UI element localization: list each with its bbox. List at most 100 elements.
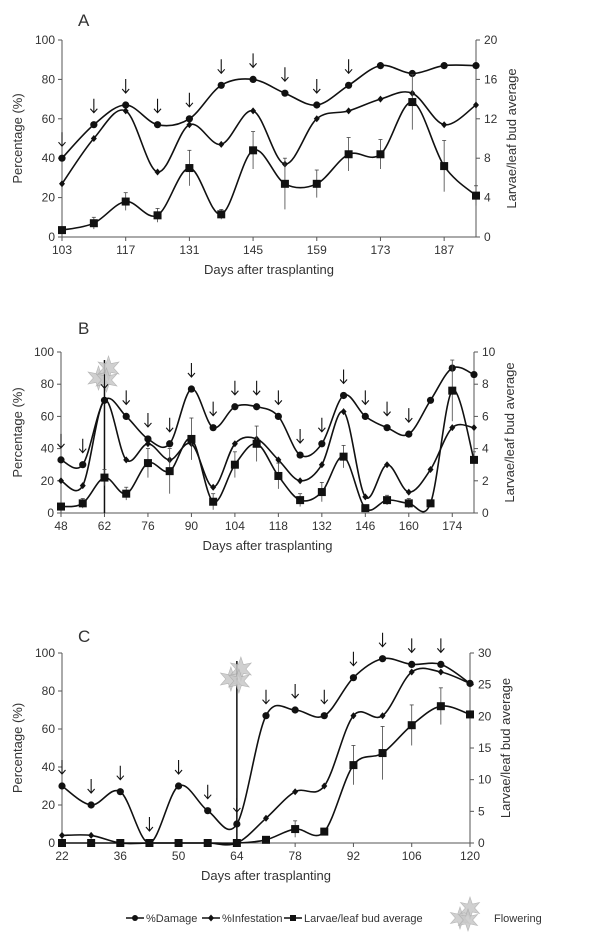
- data-point-larvae: [408, 98, 417, 107]
- legend-label-damage: %Damage: [146, 913, 197, 925]
- y2-tick-label: 0: [484, 230, 491, 244]
- data-point-larvae: [89, 219, 98, 228]
- data-point-larvae: [78, 499, 87, 508]
- series-damage: [58, 62, 480, 162]
- y2-tick-label: 10: [478, 773, 492, 787]
- series-larvae: [58, 687, 474, 847]
- data-point-infestation: [405, 488, 412, 496]
- panel-title: A: [78, 11, 90, 30]
- application-arrow: [122, 390, 131, 406]
- x-tick-label: 48: [54, 519, 68, 533]
- data-point-larvae: [217, 210, 226, 219]
- flowering-star: [457, 908, 479, 932]
- data-point-larvae: [378, 749, 387, 758]
- x-tick-label: 160: [399, 519, 419, 533]
- application-arrow: [361, 390, 370, 406]
- application-arrow: [383, 401, 391, 417]
- x-tick-label: 174: [442, 519, 462, 533]
- x-tick-label: 159: [307, 243, 327, 257]
- data-point-larvae: [404, 499, 413, 508]
- y2-tick-label: 20: [478, 709, 492, 723]
- data-point-infestation: [231, 440, 238, 448]
- series-line-larvae: [61, 101, 477, 231]
- data-point-larvae: [145, 839, 154, 847]
- application-arrow: [89, 98, 98, 114]
- data-point-larvae: [116, 839, 125, 847]
- data-point-damage: [320, 712, 328, 720]
- data-point-damage: [58, 154, 66, 162]
- data-point-damage: [231, 403, 239, 411]
- data-point-damage: [187, 385, 196, 393]
- data-point-damage: [262, 712, 270, 720]
- x-tick-label: 131: [179, 243, 199, 257]
- y-tick-label: 80: [41, 377, 55, 391]
- y-axis-label: Percentage (%): [10, 93, 25, 183]
- data-point-infestation: [437, 668, 444, 676]
- legend-label-larvae: Larvae/leaf bud average: [304, 913, 423, 925]
- data-point-damage: [116, 788, 124, 796]
- data-point-larvae: [100, 473, 109, 482]
- application-arrow: [78, 438, 87, 454]
- panel-a: A 0 20 40 60 80 100 0 4 8 12 16 20 103 117 131 145 159 173…: [10, 11, 519, 277]
- data-point-larvae: [361, 504, 370, 513]
- panel-c: C 0 20 40 60 80 100 0 5 10 15 20 25 30 22 36 50 64 78 92 106…: [10, 627, 513, 883]
- y-tick-label: 20: [42, 191, 56, 205]
- application-arrow: [58, 760, 66, 775]
- data-point-damage: [383, 424, 391, 432]
- legend-item-larvae: Larvae/leaf bud average: [284, 913, 423, 925]
- data-point-damage: [339, 391, 348, 400]
- data-point-infestation: [292, 788, 299, 796]
- data-point-infestation: [123, 456, 130, 464]
- data-point-larvae: [262, 835, 270, 844]
- data-point-larvae: [440, 162, 449, 171]
- y-tick-label: 100: [35, 33, 55, 47]
- application-arrow: [407, 638, 416, 654]
- data-point-infestation: [250, 107, 257, 115]
- data-point-damage: [185, 115, 193, 123]
- application-arrow: [262, 689, 270, 705]
- application-arrow: [339, 369, 348, 385]
- application-arrow: [203, 784, 212, 800]
- data-point-infestation: [427, 466, 434, 474]
- x-tick-label: 106: [402, 849, 422, 863]
- application-arrow: [252, 380, 261, 396]
- series-infestation: [59, 89, 479, 188]
- application-arrow: [153, 98, 162, 114]
- data-point-larvae: [280, 179, 289, 188]
- application-arrow: [274, 390, 283, 406]
- data-point-larvae: [376, 150, 385, 159]
- legend-item-damage: %Damage: [126, 913, 197, 925]
- data-point-infestation: [58, 477, 64, 485]
- data-point-damage: [153, 121, 162, 129]
- x-axis-label: Days after trasplanting: [204, 262, 334, 277]
- data-point-larvae: [122, 489, 131, 498]
- y-tick-label: 80: [42, 72, 56, 86]
- data-point-infestation: [218, 140, 225, 148]
- data-point-larvae: [312, 179, 321, 188]
- application-arrow: [249, 53, 257, 69]
- data-point-larvae: [185, 164, 194, 173]
- y-tick-label: 80: [42, 684, 56, 698]
- y-tick-label: 0: [47, 506, 54, 520]
- x-tick-label: 187: [434, 243, 454, 257]
- data-point-infestation: [88, 831, 95, 839]
- data-point-infestation: [318, 461, 325, 469]
- data-point-damage: [249, 75, 257, 83]
- data-point-infestation: [321, 782, 328, 790]
- data-point-larvae: [153, 211, 162, 220]
- data-point-infestation: [186, 121, 193, 129]
- application-arrow: [296, 429, 305, 444]
- y2-axis-label: Larvae/leaf bud average: [504, 68, 519, 208]
- data-point-larvae: [203, 839, 212, 847]
- data-point-larvae: [349, 761, 358, 770]
- y-tick-label: 100: [35, 646, 55, 660]
- data-point-infestation: [79, 482, 86, 490]
- data-point-damage: [144, 435, 152, 443]
- application-arrow: [121, 79, 130, 94]
- data-point-damage: [204, 807, 212, 815]
- data-point-damage: [274, 412, 282, 420]
- data-point-larvae: [87, 839, 96, 847]
- y2-axis-label: Larvae/leaf bud average: [502, 362, 517, 502]
- data-point-infestation: [59, 180, 65, 188]
